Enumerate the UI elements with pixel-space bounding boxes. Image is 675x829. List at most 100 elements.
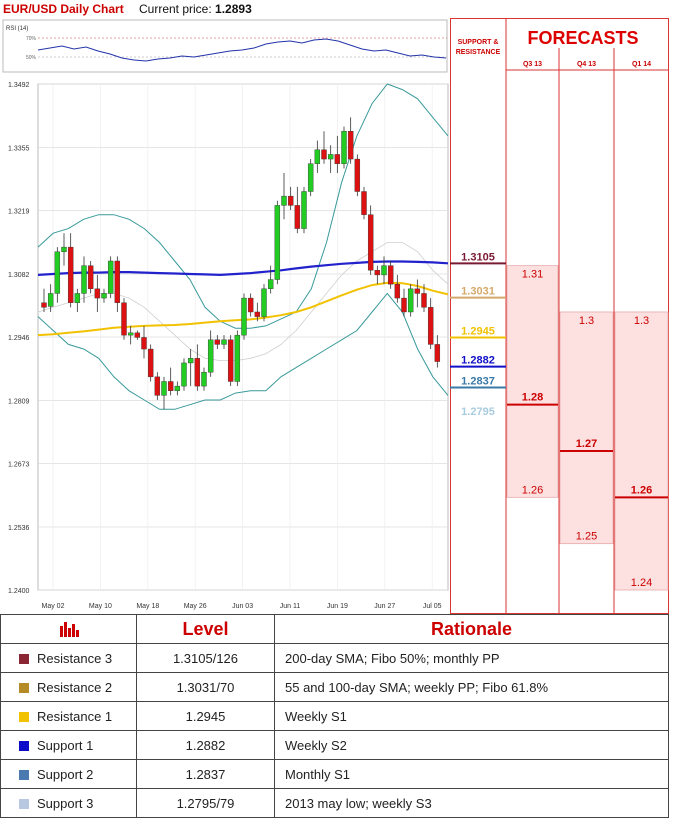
candle bbox=[201, 367, 207, 391]
forecast-median-label: 1.26 bbox=[631, 484, 652, 496]
candle bbox=[254, 302, 261, 322]
row-rationale: 200-day SMA; Fibo 50%; monthly PP bbox=[274, 643, 669, 673]
row-name-cell: Resistance 3 bbox=[0, 643, 137, 673]
level-label: 1.2795 bbox=[461, 406, 495, 418]
candle bbox=[374, 265, 381, 285]
candle-body bbox=[221, 339, 227, 345]
y-tick-label: 1.2673 bbox=[8, 462, 30, 469]
candle bbox=[387, 261, 394, 289]
candle-body bbox=[114, 260, 121, 303]
candle-body bbox=[74, 293, 81, 303]
y-tick-label: 1.3082 bbox=[8, 272, 30, 279]
row-name: Resistance 3 bbox=[37, 650, 113, 666]
rsi-tick-70: 70% bbox=[26, 36, 37, 42]
row-rationale: Weekly S2 bbox=[274, 730, 669, 760]
candle-body bbox=[241, 297, 247, 336]
candle bbox=[261, 284, 267, 322]
rsi-panel: RSI (14) 70% 50% bbox=[2, 19, 448, 73]
row-level: 1.2795/79 bbox=[136, 788, 275, 818]
x-tick-label: Jun 19 bbox=[327, 603, 348, 610]
candle bbox=[334, 135, 341, 173]
candle bbox=[421, 284, 427, 312]
candle bbox=[134, 330, 141, 340]
candle bbox=[321, 131, 327, 164]
level-header: Level bbox=[136, 614, 275, 644]
y-tick-label: 1.2809 bbox=[8, 398, 30, 405]
row-level: 1.3105/126 bbox=[136, 643, 275, 673]
candle bbox=[207, 330, 214, 377]
candle bbox=[67, 233, 74, 308]
candle bbox=[167, 367, 174, 396]
candle-body bbox=[81, 265, 87, 294]
candle-body bbox=[267, 279, 274, 290]
candle bbox=[61, 233, 67, 266]
y-axis-ticks: 1.3492 1.3355 1.3219 1.3082 1.2946 1.2809 1.26… bbox=[8, 82, 30, 595]
table-row: Resistance 3 1.3105/126 200-day SMA; Fibo … bbox=[0, 643, 669, 673]
candle bbox=[301, 186, 307, 234]
candle-body bbox=[367, 214, 374, 271]
row-level: 1.2945 bbox=[136, 701, 275, 731]
forecast-column-label: Q3 13 bbox=[523, 61, 542, 68]
x-axis-ticks: May 02 May 10 May 18 May 26 Jun 03 Jun 11 Jun … bbox=[42, 603, 442, 610]
candle-body bbox=[127, 332, 134, 336]
candle-body bbox=[341, 131, 347, 164]
level-label: 1.3031 bbox=[461, 286, 495, 298]
y-tick-label: 1.3355 bbox=[8, 145, 30, 152]
candle bbox=[354, 154, 361, 197]
forecast-high-label: 1.3 bbox=[579, 315, 594, 327]
row-name-cell: Support 3 bbox=[0, 788, 137, 818]
candle-body bbox=[427, 307, 434, 345]
candle-body bbox=[87, 265, 94, 290]
chart-header: EUR/USD Daily Chart Current price: 1.289… bbox=[0, 0, 450, 20]
candle-body bbox=[201, 372, 207, 387]
candle-body bbox=[207, 339, 214, 373]
candle bbox=[234, 330, 241, 387]
candle bbox=[287, 186, 294, 211]
x-tick-label: Jun 03 bbox=[232, 603, 253, 610]
candle-body bbox=[147, 348, 154, 378]
candle bbox=[307, 159, 314, 197]
candle-body bbox=[54, 251, 61, 294]
candle-body bbox=[67, 246, 74, 303]
current-price: Current price: 1.2893 bbox=[139, 2, 252, 16]
forecast-high-label: 1.3 bbox=[634, 315, 649, 327]
candle-body bbox=[394, 283, 401, 299]
candle bbox=[361, 186, 367, 220]
price-grid bbox=[37, 83, 449, 591]
candle-body bbox=[181, 362, 187, 387]
forecast-low-label: 1.26 bbox=[522, 484, 543, 496]
forecast-columns: Q3 13 1.31 1.28 1.26 Q4 13 1.3 1.27 1.25 Q1 14 1.… bbox=[506, 61, 669, 591]
candle bbox=[94, 274, 101, 312]
x-tick-label: Jul 05 bbox=[423, 603, 442, 610]
candle bbox=[341, 126, 347, 169]
candle-body bbox=[107, 260, 114, 294]
legend-swatch bbox=[19, 653, 29, 664]
candle-body bbox=[294, 205, 301, 229]
candle bbox=[114, 256, 121, 312]
forecast-low-label: 1.24 bbox=[631, 577, 652, 589]
candle bbox=[147, 344, 154, 382]
legend-swatch bbox=[19, 682, 29, 693]
candle bbox=[267, 265, 274, 294]
table-row: Support 1 1.2882 Weekly S2 bbox=[0, 730, 669, 760]
row-rationale: 2013 may low; weekly S3 bbox=[274, 788, 669, 818]
candle bbox=[107, 256, 114, 299]
levels-table: Level Rationale Resistance 3 1.3105/126 20… bbox=[0, 614, 669, 818]
row-name: Support 3 bbox=[37, 795, 94, 811]
candle bbox=[347, 117, 354, 164]
candle-body bbox=[314, 149, 321, 164]
candle bbox=[394, 274, 401, 303]
candle bbox=[407, 284, 414, 317]
candle bbox=[161, 376, 167, 410]
row-level: 1.2837 bbox=[136, 759, 275, 789]
forecast-column-label: Q4 13 bbox=[577, 61, 596, 68]
candle bbox=[381, 256, 387, 285]
candle bbox=[241, 293, 247, 340]
candle-body bbox=[121, 302, 127, 336]
row-rationale: Weekly S1 bbox=[274, 701, 669, 731]
bar-chart-icon bbox=[59, 621, 79, 637]
candlesticks bbox=[41, 117, 441, 410]
row-name: Support 2 bbox=[37, 766, 94, 782]
candle-body bbox=[321, 149, 327, 160]
candle bbox=[227, 335, 234, 387]
